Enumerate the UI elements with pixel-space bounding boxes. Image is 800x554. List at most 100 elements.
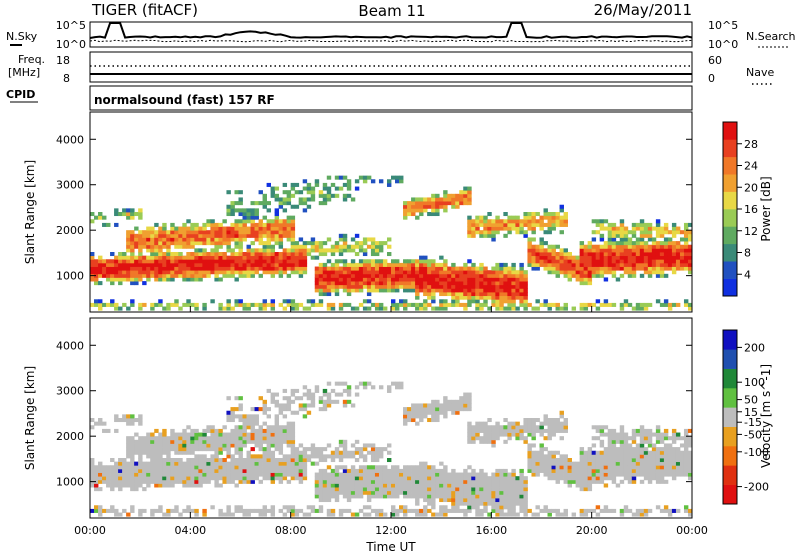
power-cell	[531, 306, 536, 311]
power-cell	[210, 248, 215, 253]
power-cell	[607, 226, 613, 231]
velocity-cell	[555, 472, 560, 477]
power-cell	[531, 226, 536, 231]
power-cell	[258, 252, 263, 257]
velocity-cell	[679, 436, 685, 441]
power-cell	[346, 284, 352, 289]
velocity-cell	[467, 494, 472, 499]
velocity-cell	[94, 472, 99, 477]
power-cell	[571, 259, 577, 264]
velocity-cell	[334, 392, 340, 397]
velocity-cell	[539, 447, 544, 452]
velocity-cell	[126, 450, 131, 455]
velocity-cell	[403, 487, 408, 492]
velocity-cell	[230, 479, 235, 484]
power-cell	[587, 281, 593, 286]
velocity-cell	[230, 461, 235, 466]
power-cell	[238, 241, 243, 246]
velocity-cell	[639, 512, 645, 517]
power-cell	[150, 230, 155, 235]
power-cell	[98, 259, 103, 264]
velocity-cell	[395, 479, 400, 484]
velocity-cell	[591, 425, 597, 430]
velocity-cell	[150, 472, 155, 477]
power-cell	[326, 237, 332, 242]
velocity-cell	[326, 508, 332, 513]
velocity-cell	[262, 399, 267, 404]
velocity-cell	[142, 508, 147, 513]
velocity-cell	[370, 454, 376, 459]
velocity-cell	[150, 468, 155, 473]
power-cell	[170, 270, 175, 275]
power-cell	[358, 266, 364, 271]
velocity-cell	[158, 450, 163, 455]
power-cell	[290, 193, 296, 198]
velocity-cell	[166, 447, 171, 452]
velocity-cell	[475, 487, 480, 492]
velocity-cell	[366, 479, 372, 484]
power-cell	[487, 284, 492, 289]
velocity-cell	[403, 483, 408, 488]
power-cell	[595, 306, 601, 311]
power-cell	[603, 255, 609, 260]
velocity-cell	[399, 476, 404, 481]
power-cell	[491, 237, 496, 242]
velocity-cell	[146, 443, 151, 448]
power-cell	[395, 281, 400, 286]
power-cell	[274, 241, 280, 246]
velocity-cell	[659, 432, 665, 437]
velocity-cell	[535, 428, 540, 433]
power-cell	[126, 208, 131, 213]
power-cell	[342, 281, 348, 286]
velocity-cell	[342, 447, 348, 452]
velocity-cell	[423, 498, 428, 503]
freq-label-1: Freq.	[18, 53, 45, 66]
power-cell	[459, 292, 464, 297]
velocity-cell	[258, 436, 263, 441]
velocity-cell	[242, 432, 247, 437]
velocity-cell	[162, 472, 167, 477]
power-cell	[683, 241, 689, 246]
velocity-cell	[346, 479, 352, 484]
velocity-cell	[531, 465, 536, 470]
velocity-cell	[262, 472, 267, 477]
velocity-cell	[218, 483, 223, 488]
power-cell	[154, 262, 159, 267]
power-cell	[210, 237, 215, 242]
velocity-cell	[278, 432, 284, 437]
velocity-cell	[611, 447, 617, 452]
power-cell	[407, 262, 412, 267]
power-cell	[366, 259, 372, 264]
colorbar-tick-label: 28	[744, 138, 758, 151]
velocity-cell	[242, 465, 247, 470]
velocity-cell	[587, 450, 593, 455]
power-cell	[150, 259, 155, 264]
power-cell	[334, 244, 340, 249]
velocity-cell	[382, 487, 388, 492]
velocity-cell	[266, 428, 271, 433]
velocity-cell	[439, 508, 444, 513]
velocity-cell	[443, 472, 448, 477]
power-cell	[407, 201, 412, 206]
power-cell	[130, 255, 135, 260]
power-cell	[419, 284, 424, 289]
power-cell	[154, 270, 159, 275]
power-cell	[114, 306, 119, 311]
power-cell	[362, 175, 368, 180]
power-cell	[551, 219, 556, 224]
velocity-cell	[234, 483, 239, 488]
velocity-cell	[234, 439, 239, 444]
power-cell	[230, 212, 235, 217]
power-cell	[270, 266, 276, 271]
velocity-cell	[535, 472, 540, 477]
velocity-cell	[531, 454, 536, 459]
power-cell	[122, 262, 127, 267]
velocity-cell	[194, 479, 199, 484]
power-cell	[226, 248, 231, 253]
velocity-cell	[258, 428, 263, 433]
velocity-cell	[346, 487, 352, 492]
velocity-cell	[475, 505, 480, 510]
power-cell	[266, 182, 271, 187]
velocity-cell	[226, 414, 231, 419]
velocity-cell	[242, 479, 247, 484]
